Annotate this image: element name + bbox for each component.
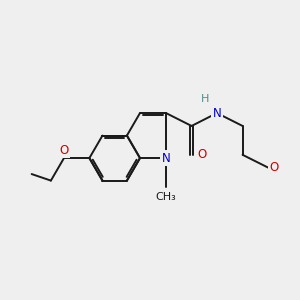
Text: O: O [59,144,69,157]
Text: O: O [269,161,279,174]
Text: N: N [213,106,221,120]
Text: O: O [197,148,206,161]
Text: N: N [162,152,170,165]
Text: H: H [201,94,210,103]
Text: CH₃: CH₃ [156,192,176,202]
